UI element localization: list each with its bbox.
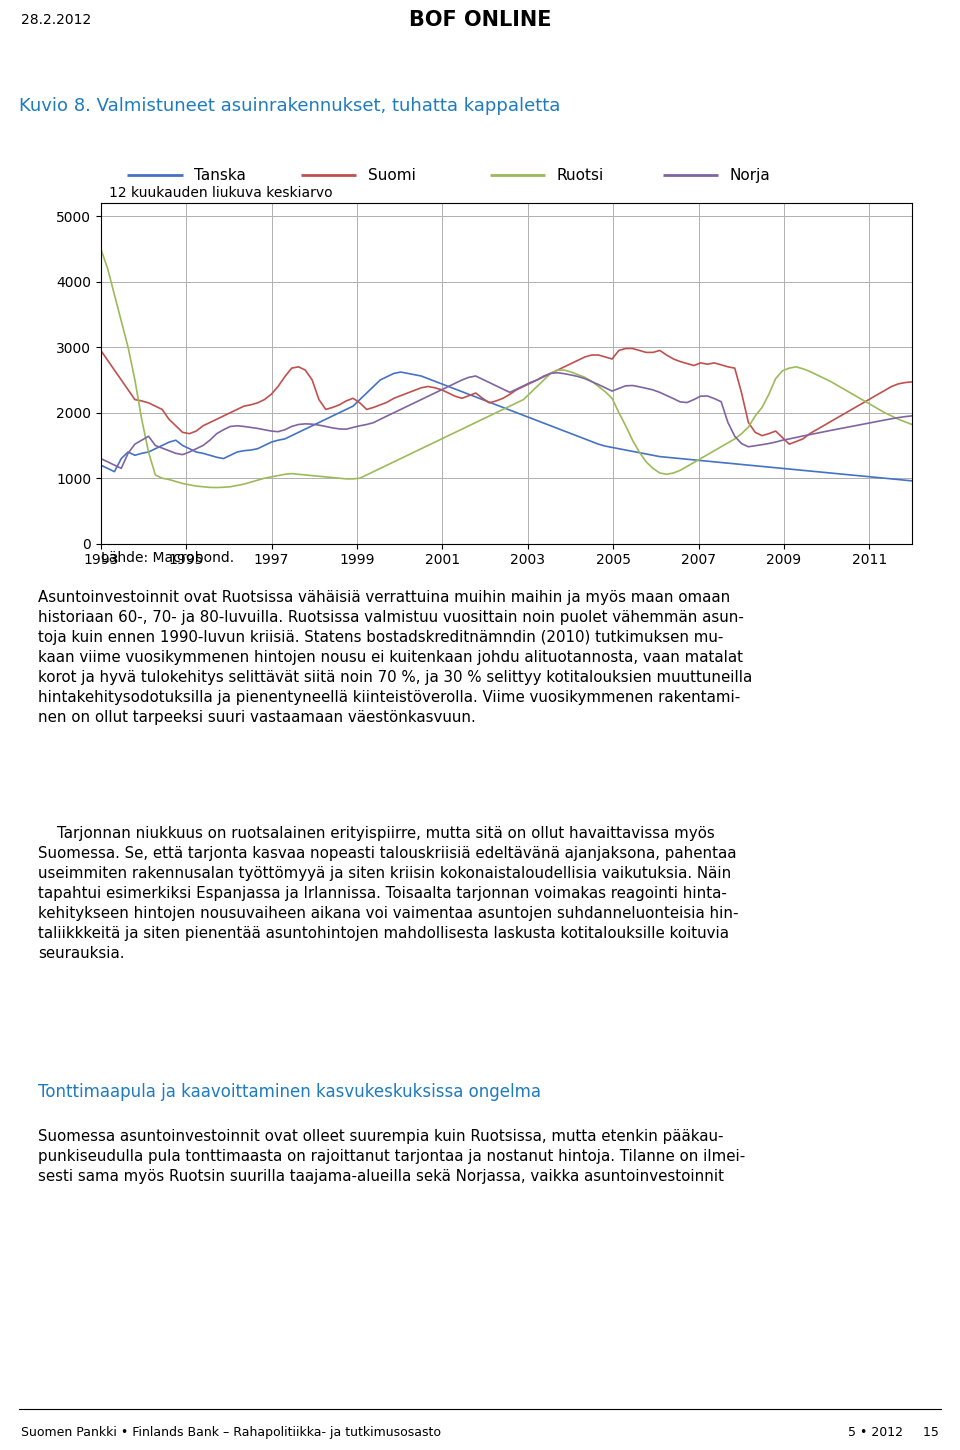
- Text: Ruotsi: Ruotsi: [557, 168, 604, 183]
- Text: 28.2.2012: 28.2.2012: [21, 13, 91, 28]
- Text: Kuvio 8. Valmistuneet asuinrakennukset, tuhatta kappaletta: Kuvio 8. Valmistuneet asuinrakennukset, …: [19, 97, 561, 115]
- Text: Suomen Pankki • Finlands Bank – Rahapolitiikka- ja tutkimusosasto: Suomen Pankki • Finlands Bank – Rahapoli…: [21, 1425, 442, 1438]
- Text: BOF ONLINE: BOF ONLINE: [409, 10, 551, 30]
- Text: Tonttimaapula ja kaavoittaminen kasvukeskuksissa ongelma: Tonttimaapula ja kaavoittaminen kasvukes…: [38, 1083, 541, 1101]
- Text: Lähde: Macrobond.: Lähde: Macrobond.: [101, 551, 234, 566]
- Text: Tanska: Tanska: [194, 168, 247, 183]
- Text: 12 kuukauden liukuva keskiarvo: 12 kuukauden liukuva keskiarvo: [108, 186, 332, 200]
- Text: Suomi: Suomi: [368, 168, 416, 183]
- Text: Norja: Norja: [730, 168, 771, 183]
- Text: 5 • 2012     15: 5 • 2012 15: [848, 1425, 939, 1438]
- Text: Suomessa asuntoinvestoinnit ovat olleet suurempia kuin Ruotsissa, mutta etenkin : Suomessa asuntoinvestoinnit ovat olleet …: [38, 1128, 746, 1183]
- Text: Tarjonnan niukkuus on ruotsalainen erityispiirre, mutta sitä on ollut havaittavi: Tarjonnan niukkuus on ruotsalainen erity…: [38, 826, 739, 961]
- Text: Asuntoinvestoinnit ovat Ruotsissa vähäisiä verrattuina muihin maihin ja myös maa: Asuntoinvestoinnit ovat Ruotsissa vähäis…: [38, 590, 753, 725]
